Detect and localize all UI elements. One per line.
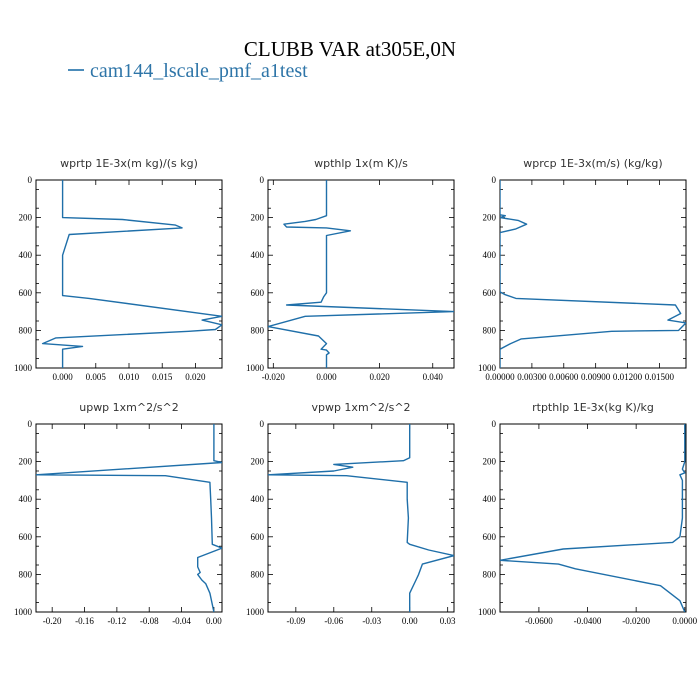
panel-title: upwp 1xm^2/s^2 — [79, 401, 179, 414]
panel-title: rtpthlp 1E-3x(kg K)/kg — [532, 401, 654, 414]
x-tick-label: 0.020 — [185, 372, 206, 382]
x-tick-label: 0.00900 — [581, 372, 611, 382]
x-tick-label: 0.040 — [423, 372, 444, 382]
x-tick-label: 0.000 — [52, 372, 73, 382]
x-tick-label: 0.005 — [86, 372, 107, 382]
y-tick-label: 400 — [483, 250, 497, 260]
y-tick-label: 800 — [19, 325, 33, 335]
panel-5: vpwp 1xm^2/s^2 -0.09 -0.06 -0.03 0.00 0.03 0 20… — [246, 401, 456, 626]
y-tick-label: 400 — [19, 250, 33, 260]
x-tick-label: -0.0600 — [525, 616, 553, 626]
y-tick-label: 0 — [492, 419, 497, 429]
series-line — [41, 180, 222, 368]
y-tick-label: 800 — [19, 569, 33, 579]
x-tick-label: 0.015 — [152, 372, 173, 382]
y-tick-label: 600 — [19, 288, 33, 298]
x-tick-label: 0.00300 — [517, 372, 547, 382]
y-tick-label: 800 — [483, 325, 497, 335]
y-tick-label: 600 — [483, 532, 497, 542]
y-tick-label: 0 — [260, 175, 265, 185]
y-tick-label: 0 — [492, 175, 497, 185]
x-tick-label: 0.00 — [206, 616, 222, 626]
y-tick-label: 1000 — [14, 607, 33, 617]
y-tick-label: 400 — [251, 494, 265, 504]
panel-title: wprcp 1E-3x(m/s) (kg/kg) — [523, 157, 662, 170]
panel-3: wprcp 1E-3x(m/s) (kg/kg)0.00000 0.00300 0.… — [478, 157, 687, 382]
legend-label: cam144_lscale_pmf_a1test — [90, 60, 308, 82]
y-tick-label: 1000 — [478, 363, 497, 373]
x-tick-label: 0.0000 — [672, 616, 697, 626]
x-tick-label: -0.06 — [324, 616, 343, 626]
y-tick-label: 400 — [251, 250, 265, 260]
x-tick-label: -0.08 — [140, 616, 159, 626]
x-tick-label: -0.0400 — [574, 616, 602, 626]
x-tick-label: 0.01200 — [613, 372, 643, 382]
y-tick-label: 200 — [483, 457, 497, 467]
x-tick-label: -0.16 — [75, 616, 94, 626]
y-tick-label: 800 — [251, 569, 265, 579]
series-line — [268, 180, 454, 368]
series-line — [36, 424, 222, 612]
series-line — [500, 180, 686, 368]
plot-frame — [267, 179, 455, 369]
x-tick-label: -0.0200 — [622, 616, 650, 626]
panel-title: vpwp 1xm^2/s^2 — [311, 401, 410, 414]
plot-frame — [267, 423, 455, 613]
plot-frame — [499, 179, 687, 369]
series-line — [268, 424, 454, 612]
y-tick-label: 200 — [251, 213, 265, 223]
panel-4: upwp 1xm^2/s^2 -0.20 -0.16 -0.12 -0.08 -0.04 0… — [14, 401, 223, 626]
legend: cam144_lscale_pmf_a1test — [68, 60, 308, 82]
y-tick-label: 0 — [260, 419, 265, 429]
plot-frame — [499, 423, 687, 613]
panel-6: rtpthlp 1E-3x(kg K)/kg -0.0600 -0.0400 -0.0… — [478, 401, 698, 626]
y-tick-label: 600 — [251, 288, 265, 298]
x-tick-label: 0.000 — [316, 372, 337, 382]
x-tick-label: 0.020 — [369, 372, 390, 382]
x-tick-label: 0.03 — [440, 616, 456, 626]
plot-frame — [35, 423, 223, 613]
plot-frame — [35, 179, 223, 369]
figure-title: CLUBB VAR at305E,0N — [244, 37, 456, 61]
y-tick-label: 200 — [19, 457, 33, 467]
x-tick-label: -0.020 — [262, 372, 286, 382]
x-tick-label: 0.00000 — [485, 372, 515, 382]
x-tick-label: -0.12 — [107, 616, 126, 626]
y-tick-label: 1000 — [478, 607, 497, 617]
panel-title: wpthlp 1x(m K)/s — [314, 157, 408, 170]
series-line — [500, 424, 686, 612]
panel-1: wprtp 1E-3x(m kg)/(s kg) 0.000 0.005 0.010 0… — [14, 157, 223, 382]
x-tick-label: 0.01500 — [645, 372, 675, 382]
x-tick-label: 0.00600 — [549, 372, 579, 382]
x-tick-label: 0.00 — [402, 616, 418, 626]
y-tick-label: 200 — [19, 213, 33, 223]
y-tick-label: 0 — [28, 175, 33, 185]
panels: wprtp 1E-3x(m kg)/(s kg)0.000 0.005 0.010 0… — [14, 157, 698, 626]
x-tick-label: -0.03 — [362, 616, 381, 626]
x-tick-label: -0.20 — [43, 616, 62, 626]
y-tick-label: 0 — [28, 419, 33, 429]
panel-title: wprtp 1E-3x(m kg)/(s kg) — [60, 157, 198, 170]
y-tick-label: 800 — [483, 569, 497, 579]
y-tick-label: 200 — [483, 213, 497, 223]
y-tick-label: 1000 — [14, 363, 33, 373]
y-tick-label: 400 — [483, 494, 497, 504]
x-tick-label: -0.04 — [172, 616, 191, 626]
panel-2: wpthlp 1x(m K)/s -0.020 0.000 0.020 0.040 0 20… — [246, 157, 455, 382]
y-tick-label: 200 — [251, 457, 265, 467]
y-tick-label: 600 — [483, 288, 497, 298]
y-tick-label: 1000 — [246, 363, 265, 373]
x-tick-label: 0.010 — [119, 372, 140, 382]
y-tick-label: 800 — [251, 325, 265, 335]
y-tick-label: 1000 — [246, 607, 265, 617]
x-tick-label: -0.09 — [286, 616, 305, 626]
y-tick-label: 400 — [19, 494, 33, 504]
y-tick-label: 600 — [19, 532, 33, 542]
y-tick-label: 600 — [251, 532, 265, 542]
